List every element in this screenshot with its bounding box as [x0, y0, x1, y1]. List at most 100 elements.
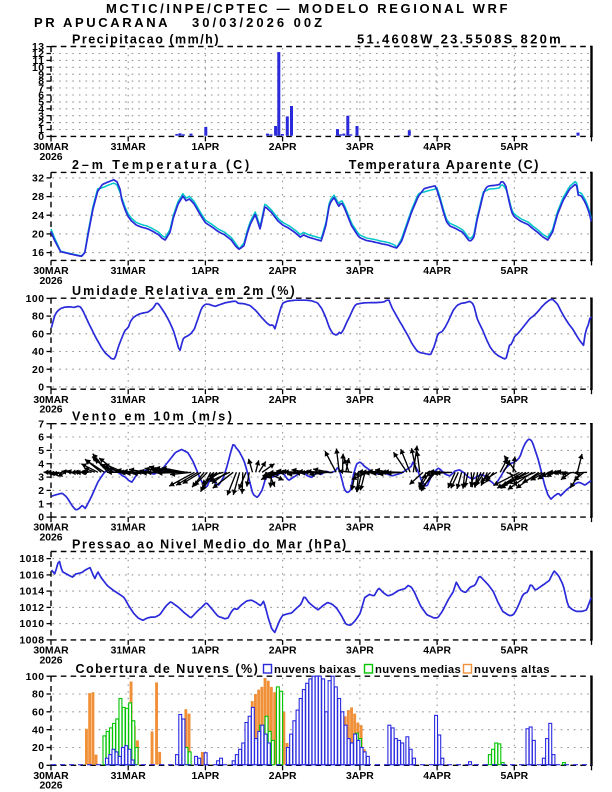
svg-text:4APR: 4APR [423, 266, 451, 277]
svg-text:31MAR: 31MAR [111, 266, 147, 277]
svg-text:80: 80 [32, 690, 45, 701]
svg-text:30MAR: 30MAR [33, 395, 69, 406]
svg-text:30/03/2026 00Z: 30/03/2026 00Z [192, 15, 325, 30]
svg-text:20: 20 [32, 230, 45, 241]
svg-text:4APR: 4APR [423, 142, 451, 153]
svg-text:7: 7 [38, 84, 44, 95]
svg-text:100: 100 [26, 294, 45, 305]
svg-text:5APR: 5APR [500, 646, 528, 657]
svg-text:5APR: 5APR [500, 142, 528, 153]
svg-text:1008: 1008 [19, 636, 44, 647]
svg-text:30MAR: 30MAR [33, 646, 69, 657]
svg-text:3APR: 3APR [346, 523, 374, 534]
svg-text:6: 6 [38, 91, 44, 102]
svg-text:12: 12 [32, 49, 45, 60]
svg-text:nuvens medias: nuvens medias [375, 664, 461, 676]
svg-text:1: 1 [38, 125, 44, 136]
svg-text:0: 0 [38, 513, 44, 524]
svg-text:1APR: 1APR [192, 266, 220, 277]
svg-text:3APR: 3APR [346, 142, 374, 153]
svg-text:30MAR: 30MAR [33, 771, 69, 782]
svg-text:4: 4 [38, 459, 44, 470]
svg-text:MCTIC/INPE/CPTEC — MODELO REGI: MCTIC/INPE/CPTEC — MODELO REGIONAL WRF [106, 1, 510, 16]
svg-text:nuvens baixas: nuvens baixas [274, 664, 356, 676]
svg-text:PR APUCARANA: PR APUCARANA [34, 15, 170, 30]
svg-text:1018: 1018 [19, 554, 44, 565]
svg-text:6: 6 [38, 433, 44, 444]
svg-text:1APR: 1APR [192, 771, 220, 782]
svg-text:2026: 2026 [39, 276, 62, 287]
svg-text:10: 10 [32, 63, 45, 74]
svg-text:1APR: 1APR [192, 142, 220, 153]
svg-text:2026: 2026 [39, 781, 62, 792]
svg-text:40: 40 [32, 725, 45, 736]
svg-text:2026: 2026 [39, 655, 62, 666]
svg-text:60: 60 [32, 329, 45, 340]
svg-text:4APR: 4APR [423, 646, 451, 657]
svg-text:5APR: 5APR [500, 395, 528, 406]
svg-text:1APR: 1APR [192, 646, 220, 657]
svg-text:100: 100 [26, 672, 45, 683]
svg-text:80: 80 [32, 312, 45, 323]
svg-text:1014: 1014 [19, 587, 44, 598]
svg-text:1: 1 [38, 499, 44, 510]
svg-text:2APR: 2APR [269, 523, 297, 534]
svg-text:Pressao ao Nivel Medio do Mar: Pressao ao Nivel Medio do Mar (hPa) [72, 537, 348, 551]
svg-text:2APR: 2APR [269, 142, 297, 153]
svg-text:0: 0 [38, 383, 44, 394]
svg-text:5: 5 [38, 98, 44, 109]
svg-text:31MAR: 31MAR [111, 646, 147, 657]
svg-text:Temperatura Aparente (C): Temperatura Aparente (C) [349, 158, 540, 172]
svg-text:4APR: 4APR [423, 771, 451, 782]
svg-text:nuvens altas: nuvens altas [474, 664, 550, 676]
svg-text:3: 3 [38, 473, 44, 484]
svg-text:40: 40 [32, 347, 45, 358]
svg-text:31MAR: 31MAR [111, 142, 147, 153]
svg-text:4APR: 4APR [423, 395, 451, 406]
svg-text:1APR: 1APR [192, 523, 220, 534]
svg-text:2APR: 2APR [269, 646, 297, 657]
svg-text:5APR: 5APR [500, 266, 528, 277]
svg-text:1012: 1012 [19, 603, 44, 614]
svg-text:Umidade Relativa em 2m (%): Umidade Relativa em 2m (%) [72, 284, 297, 298]
svg-text:4: 4 [38, 104, 44, 115]
svg-text:2026: 2026 [39, 533, 62, 544]
svg-text:5APR: 5APR [500, 771, 528, 782]
svg-text:2: 2 [38, 486, 44, 497]
svg-text:51.4608W 23.5508S 820m: 51.4608W 23.5508S 820m [357, 32, 563, 47]
svg-text:1010: 1010 [19, 619, 44, 630]
svg-text:30MAR: 30MAR [33, 142, 69, 153]
svg-text:1016: 1016 [19, 571, 44, 582]
svg-text:31MAR: 31MAR [111, 771, 147, 782]
svg-text:32: 32 [32, 174, 45, 185]
svg-text:60: 60 [32, 707, 45, 718]
svg-text:9: 9 [38, 70, 44, 81]
svg-text:30MAR: 30MAR [33, 266, 69, 277]
svg-text:Vento em 10m (m/s): Vento em 10m (m/s) [72, 410, 234, 424]
svg-text:20: 20 [32, 743, 45, 754]
svg-text:16: 16 [32, 248, 45, 259]
svg-text:2026: 2026 [39, 405, 62, 416]
svg-text:Cobertura de Nuvens (%): Cobertura de Nuvens (%) [76, 662, 260, 676]
svg-text:2APR: 2APR [269, 395, 297, 406]
svg-text:2APR: 2APR [269, 771, 297, 782]
svg-text:2026: 2026 [39, 152, 62, 163]
svg-text:4APR: 4APR [423, 523, 451, 534]
svg-text:0: 0 [38, 132, 44, 143]
svg-text:3: 3 [38, 111, 44, 122]
svg-text:5: 5 [38, 446, 44, 457]
svg-text:0: 0 [38, 761, 44, 772]
svg-text:30MAR: 30MAR [33, 523, 69, 534]
svg-text:2: 2 [38, 118, 44, 129]
svg-text:31MAR: 31MAR [111, 523, 147, 534]
svg-text:28: 28 [32, 192, 45, 203]
svg-text:5APR: 5APR [500, 523, 528, 534]
svg-text:7: 7 [38, 419, 44, 430]
svg-text:3APR: 3APR [346, 646, 374, 657]
svg-text:24: 24 [32, 211, 45, 222]
svg-text:8: 8 [38, 77, 44, 88]
svg-text:2–m Temperatura (C): 2–m Temperatura (C) [72, 158, 252, 172]
svg-text:20: 20 [32, 365, 45, 376]
svg-text:31MAR: 31MAR [111, 395, 147, 406]
svg-text:3APR: 3APR [346, 771, 374, 782]
